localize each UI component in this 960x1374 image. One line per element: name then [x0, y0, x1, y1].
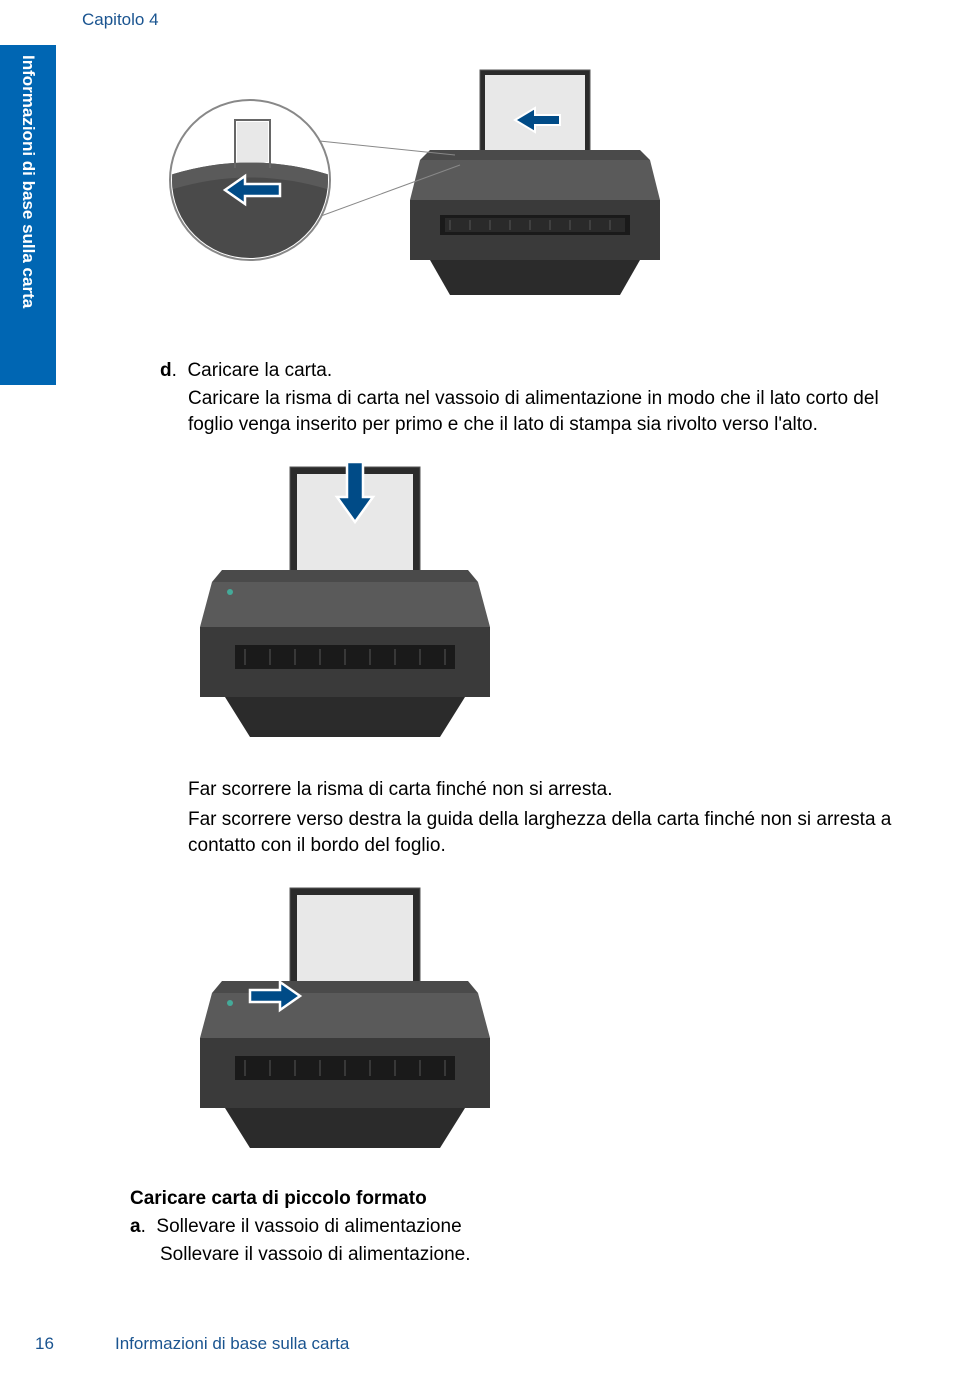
step-a-title: Sollevare il vassoio di alimentazione	[156, 1216, 461, 1237]
page-footer: 16Informazioni di base sulla carta	[35, 1334, 349, 1354]
step-d-title: Caricare la carta.	[187, 360, 332, 381]
figure-printer-load-paper	[160, 457, 910, 757]
page-number: 16	[35, 1334, 115, 1354]
side-tab: Informazioni di base sulla carta	[0, 45, 56, 385]
section2-title: Caricare carta di piccolo formato	[130, 1188, 910, 1210]
step-a-marker: a	[130, 1216, 141, 1237]
step-d-marker: d	[160, 360, 172, 381]
figure-printer-guide-slide	[160, 878, 910, 1168]
step-a-line: a. Sollevare il vassoio di alimentazione	[130, 1216, 910, 1238]
step-d-desc: Caricare la risma di carta nel vassoio d…	[188, 386, 910, 437]
step-d-line: d. Caricare la carta.	[160, 360, 910, 382]
step-a-desc: Sollevare il vassoio di alimentazione.	[160, 1242, 910, 1268]
footer-title: Informazioni di base sulla carta	[115, 1334, 349, 1353]
chapter-header: Capitolo 4	[82, 10, 960, 30]
figure-printer-magnified	[160, 60, 910, 340]
mid-text-2: Far scorrere verso destra la guida della…	[188, 807, 910, 858]
mid-text-1: Far scorrere la risma di carta finché no…	[188, 777, 910, 803]
side-tab-label: Informazioni di base sulla carta	[18, 55, 38, 308]
